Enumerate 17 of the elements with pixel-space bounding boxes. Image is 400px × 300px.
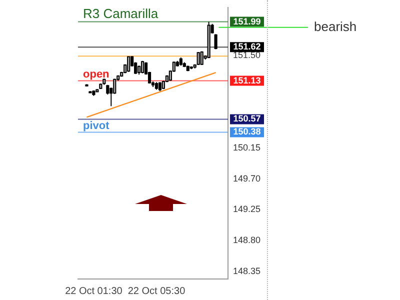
annotation: R3 Camarilla bbox=[83, 6, 159, 21]
ref-line-label: 151.62 bbox=[233, 42, 261, 52]
y-tick-label: 149.70 bbox=[233, 173, 261, 184]
y-tick-label: 149.25 bbox=[233, 204, 261, 214]
y-tick-label: 151.50 bbox=[233, 50, 261, 60]
x-tick-label: 22 Oct 05:30 bbox=[128, 286, 186, 297]
x-tick-label: 22 Oct 01:30 bbox=[65, 286, 123, 297]
ref-line-label: 150.38 bbox=[233, 126, 261, 137]
text: bearish bbox=[314, 18, 357, 34]
y-tick-label: 150.15 bbox=[233, 142, 261, 152]
ref-line-label: 150.57 bbox=[233, 114, 261, 124]
annotation: pivot bbox=[83, 120, 110, 132]
annotation: open bbox=[83, 68, 110, 80]
ref-line-label: 151.13 bbox=[233, 75, 261, 86]
y-tick-label: 148.80 bbox=[233, 235, 261, 246]
ref-line-label: 151.99 bbox=[233, 16, 261, 26]
y-tick-label: 148.35 bbox=[233, 266, 261, 276]
